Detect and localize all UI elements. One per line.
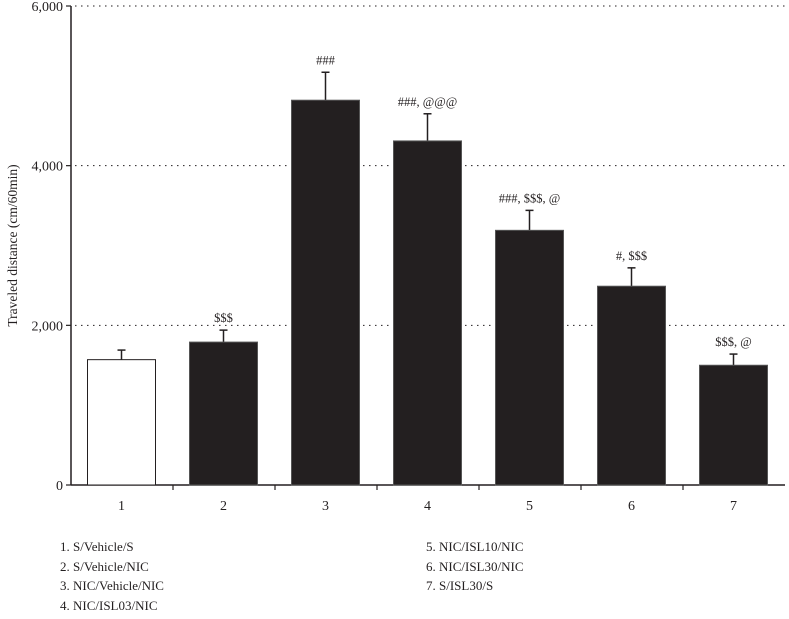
bar [393,140,462,486]
bar [291,99,360,486]
x-tick-label: 1 [118,499,125,514]
significance-label: ###, $$$, @ [499,191,561,205]
legend-item: 6. NIC/ISL30/NIC [426,558,524,574]
bar [189,341,258,486]
bar [495,229,564,486]
y-tick-label: 4,000 [32,160,64,175]
bar [87,359,156,486]
significance-label: ### [316,53,336,67]
x-tick-label: 3 [322,499,329,514]
legend-item: 7. S/ISL30/S [426,578,494,593]
legend-right: 5. NIC/ISL10/NIC 6. NIC/ISL30/NIC 7. S/I… [426,537,524,596]
significance-label: $$$, @ [715,335,752,349]
bar [699,364,768,486]
y-tick-label: 6,000 [32,0,64,15]
x-tick-label: 4 [424,499,431,514]
significance-label: $$$ [214,311,233,325]
y-tick-label: 2,000 [32,319,64,334]
bar [597,285,666,486]
legend-item: 5. NIC/ISL10/NIC [426,539,524,554]
y-tick-label: 0 [56,479,63,494]
legend-item: 4. NIC/ISL03/NIC [60,597,158,613]
significance-label: ###, @@@ [398,95,458,109]
legend-left: 1. S/Vehicle/S 2. S/Vehicle/NIC 3. NIC/V… [60,537,164,615]
y-axis-label: Traveled distance (cm/60min) [5,164,20,326]
x-tick-label: 6 [628,499,635,514]
legend-item: 2. S/Vehicle/NIC [60,558,149,574]
legend-item: 3. NIC/Vehicle/NIC [60,578,164,593]
x-tick-label: 2 [220,499,227,514]
x-tick-label: 5 [526,499,533,514]
legend-item: 1. S/Vehicle/S [60,539,134,554]
significance-label: #, $$$ [616,249,647,263]
x-tick-label: 7 [730,499,737,514]
